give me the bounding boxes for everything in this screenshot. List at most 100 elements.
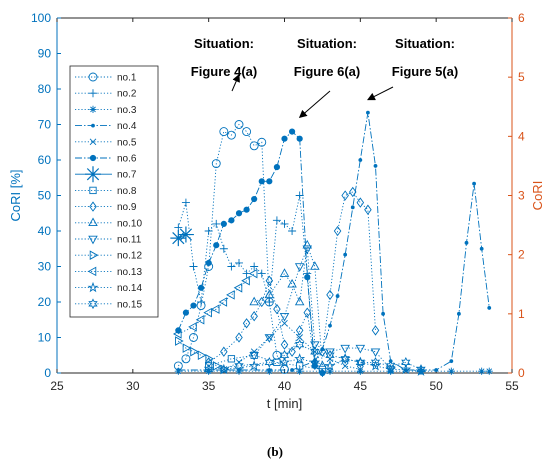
data-point (317, 360, 328, 370)
data-point (226, 290, 235, 300)
data-point (235, 210, 243, 217)
data-point (340, 353, 350, 365)
data-point (205, 259, 212, 267)
data-point (242, 318, 251, 329)
legend-marker (89, 89, 97, 98)
data-point (176, 368, 181, 372)
data-point (197, 284, 205, 291)
data-point (340, 344, 350, 354)
data-point (281, 135, 288, 142)
data-point (325, 348, 335, 358)
legend-entry: no.10 (75, 217, 142, 229)
y-right-tick-label: 3 (518, 189, 525, 203)
annotation-text: Situation: (194, 36, 254, 51)
legend-entry: no.9 (75, 201, 137, 213)
data-point (219, 244, 228, 253)
data-point (212, 361, 222, 371)
axes: 25 30 35 40 45 50 5501020304050607080901000123… (8, 11, 545, 411)
series-line (178, 112, 490, 371)
legend-entry: no.13 (75, 266, 142, 278)
legend-entry: no.3 (75, 105, 137, 116)
data-point (212, 219, 221, 228)
y-right-tick-label: 6 (518, 11, 525, 25)
data-point (235, 258, 243, 267)
data-point (350, 205, 355, 210)
annotation-2: Situation: Figure 6(a) (294, 36, 360, 119)
data-point (478, 367, 486, 375)
y-left-tick-label: 100 (31, 11, 51, 25)
data-point (449, 359, 454, 364)
legend-marker (89, 250, 99, 260)
series-line (208, 191, 376, 364)
y-left-tick-label: 10 (38, 331, 52, 345)
data-point (258, 178, 265, 185)
data-point (294, 353, 306, 364)
annotation-text: Figure 6(a) (294, 64, 360, 79)
figure-caption: (b) (267, 444, 283, 459)
data-point (266, 178, 273, 185)
data-point (189, 262, 198, 271)
data-point (249, 141, 259, 151)
data-point (181, 198, 190, 207)
data-point (485, 367, 493, 375)
data-point (294, 263, 305, 272)
data-point (472, 181, 476, 186)
series-layer (170, 110, 493, 377)
data-point (386, 360, 396, 372)
data-point (265, 298, 274, 306)
legend-label: no.3 (117, 105, 137, 116)
data-point (416, 364, 426, 375)
data-point (341, 362, 349, 370)
data-point (226, 130, 236, 140)
data-point (280, 339, 289, 350)
legend-label: no.7 (117, 170, 137, 181)
data-point (257, 269, 266, 278)
legend-marker (89, 105, 97, 113)
data-point (273, 303, 281, 315)
series-line (178, 273, 255, 335)
data-point (304, 274, 311, 281)
legend-entry: no.2 (75, 89, 137, 100)
annotation-text: Situation: (297, 36, 357, 51)
data-point (296, 334, 303, 341)
legend-label: no.6 (117, 154, 137, 165)
data-point (211, 159, 221, 169)
data-point (182, 309, 190, 316)
annotation-arrow (367, 86, 394, 101)
data-point (272, 216, 281, 225)
data-point (264, 334, 275, 343)
data-point (218, 363, 230, 375)
series-no-2 (174, 191, 327, 377)
data-point (328, 323, 332, 328)
annotation-1: Situation: Figure 4(a) (191, 36, 257, 92)
series-no-8 (205, 351, 327, 374)
x-axis-label: t [min] (267, 396, 302, 411)
y-left-tick-label: 30 (38, 260, 52, 274)
y-left-axis-label: CoRI [%] (8, 169, 23, 221)
data-point (303, 307, 312, 318)
legend-marker (88, 217, 98, 227)
data-point (357, 366, 364, 373)
data-point (479, 246, 484, 251)
data-point (295, 191, 304, 200)
data-point (210, 304, 220, 314)
data-point (235, 332, 243, 343)
data-point (204, 364, 214, 375)
data-point (213, 242, 220, 249)
data-point (190, 302, 197, 309)
data-point (280, 365, 289, 374)
data-point (257, 137, 267, 147)
series-no-11 (249, 245, 396, 375)
legend-entry: no.6 (75, 154, 137, 165)
data-point (279, 349, 290, 361)
data-point (364, 204, 372, 215)
data-point (370, 356, 381, 368)
x-tick-label: 25 (50, 379, 64, 393)
series-line (208, 354, 323, 370)
data-point (227, 262, 236, 271)
data-point (288, 227, 297, 235)
legend-entry: no.4 (75, 121, 137, 132)
data-point (280, 219, 289, 228)
data-point (295, 339, 305, 350)
data-point (356, 367, 364, 375)
